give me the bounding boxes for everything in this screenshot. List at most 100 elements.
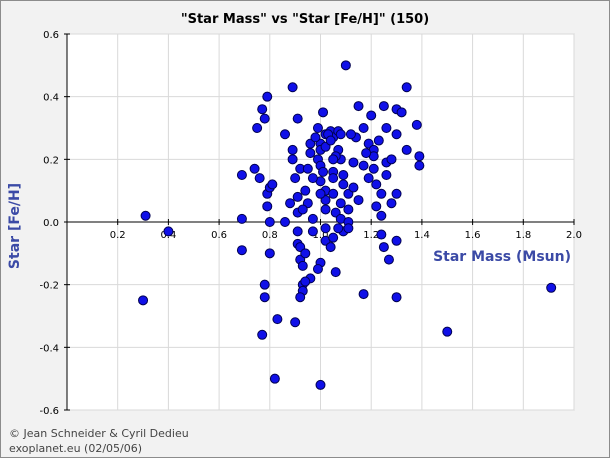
data-point	[358, 160, 369, 171]
data-point	[338, 170, 349, 180]
data-point	[315, 188, 326, 199]
data-point	[373, 135, 384, 146]
axes	[64, 33, 575, 411]
data-point	[280, 217, 291, 227]
data-point	[442, 326, 453, 337]
data-point	[300, 248, 311, 259]
data-point	[358, 289, 369, 300]
data-point	[290, 173, 301, 184]
data-point	[272, 314, 283, 325]
data-point	[264, 248, 275, 259]
data-point	[361, 148, 372, 159]
data-point	[287, 82, 298, 93]
data-point	[414, 160, 425, 171]
data-point	[348, 182, 359, 193]
data-point	[138, 295, 149, 306]
data-point	[376, 210, 387, 221]
data-point	[236, 245, 247, 256]
data-point	[335, 129, 346, 140]
data-point	[254, 173, 265, 184]
data-point	[295, 292, 306, 303]
data-point	[320, 223, 331, 234]
data-point	[330, 267, 341, 278]
data-point	[267, 179, 278, 190]
data-point	[340, 60, 351, 71]
data-point	[307, 173, 318, 184]
data-point	[287, 154, 298, 165]
data-point	[328, 154, 339, 165]
data-point	[335, 198, 346, 209]
x-tick-label: 1.4	[414, 230, 430, 241]
data-point	[140, 210, 151, 221]
data-point	[259, 292, 270, 303]
data-point	[292, 113, 303, 124]
y-tick-label: 0.0	[43, 218, 59, 229]
data-point	[371, 179, 382, 190]
data-point	[383, 254, 394, 265]
data-point	[391, 188, 402, 199]
data-point	[300, 276, 311, 287]
data-point	[259, 113, 270, 124]
y-tick-label: -0.4	[39, 343, 59, 354]
data-point	[411, 119, 422, 130]
data-point	[292, 226, 303, 237]
y-axis-title: Star [Fe/H]	[7, 183, 23, 269]
data-point	[163, 226, 174, 237]
data-point	[264, 217, 275, 227]
data-point	[348, 157, 359, 168]
data-point	[280, 129, 291, 140]
data-point	[290, 317, 301, 328]
data-point	[401, 82, 412, 93]
data-point	[345, 129, 356, 140]
data-point	[378, 101, 389, 112]
data-point	[366, 110, 377, 121]
chart-title: "Star Mass" vs "Star [Fe/H]" (150)	[181, 12, 429, 27]
data-point	[310, 132, 321, 143]
data-point	[312, 264, 323, 274]
x-axis-title: Star Mass (Msun)	[433, 249, 571, 265]
data-point	[307, 226, 318, 237]
data-point	[353, 195, 364, 206]
data-point	[318, 166, 329, 177]
data-point	[378, 242, 389, 253]
data-point	[252, 123, 263, 133]
data-point	[302, 163, 313, 174]
data-point	[249, 163, 260, 174]
data-point	[325, 242, 336, 253]
data-point	[376, 229, 387, 240]
data-point	[257, 104, 268, 115]
data-point	[391, 235, 402, 246]
x-tick-label: 0.8	[262, 230, 278, 241]
data-point	[236, 213, 247, 224]
x-tick-label: 1.6	[465, 230, 481, 241]
data-point	[371, 201, 382, 212]
data-point	[325, 135, 336, 146]
data-point	[368, 163, 379, 174]
data-point	[318, 107, 329, 118]
data-point	[353, 101, 364, 112]
data-point	[320, 204, 331, 215]
data-point	[328, 173, 339, 184]
data-point	[391, 292, 402, 303]
data-point	[262, 201, 273, 212]
data-point	[328, 232, 339, 243]
data-point	[338, 179, 349, 190]
data-point	[305, 148, 316, 159]
data-point	[287, 144, 298, 155]
data-point	[297, 204, 308, 215]
data-point	[333, 223, 344, 234]
credit-source: exoplanet.eu (02/05/06)	[9, 442, 142, 455]
data-point	[386, 154, 397, 165]
x-tick-label: 2.0	[566, 230, 582, 241]
data-point	[343, 223, 354, 234]
x-tick-label: 1.8	[515, 230, 531, 241]
x-tick-label: 1.2	[363, 230, 379, 241]
data-point	[315, 379, 326, 390]
data-point	[396, 107, 407, 118]
data-point	[546, 282, 557, 293]
y-tick-label: -0.6	[39, 406, 59, 417]
data-point	[358, 123, 369, 133]
data-point	[381, 123, 392, 133]
